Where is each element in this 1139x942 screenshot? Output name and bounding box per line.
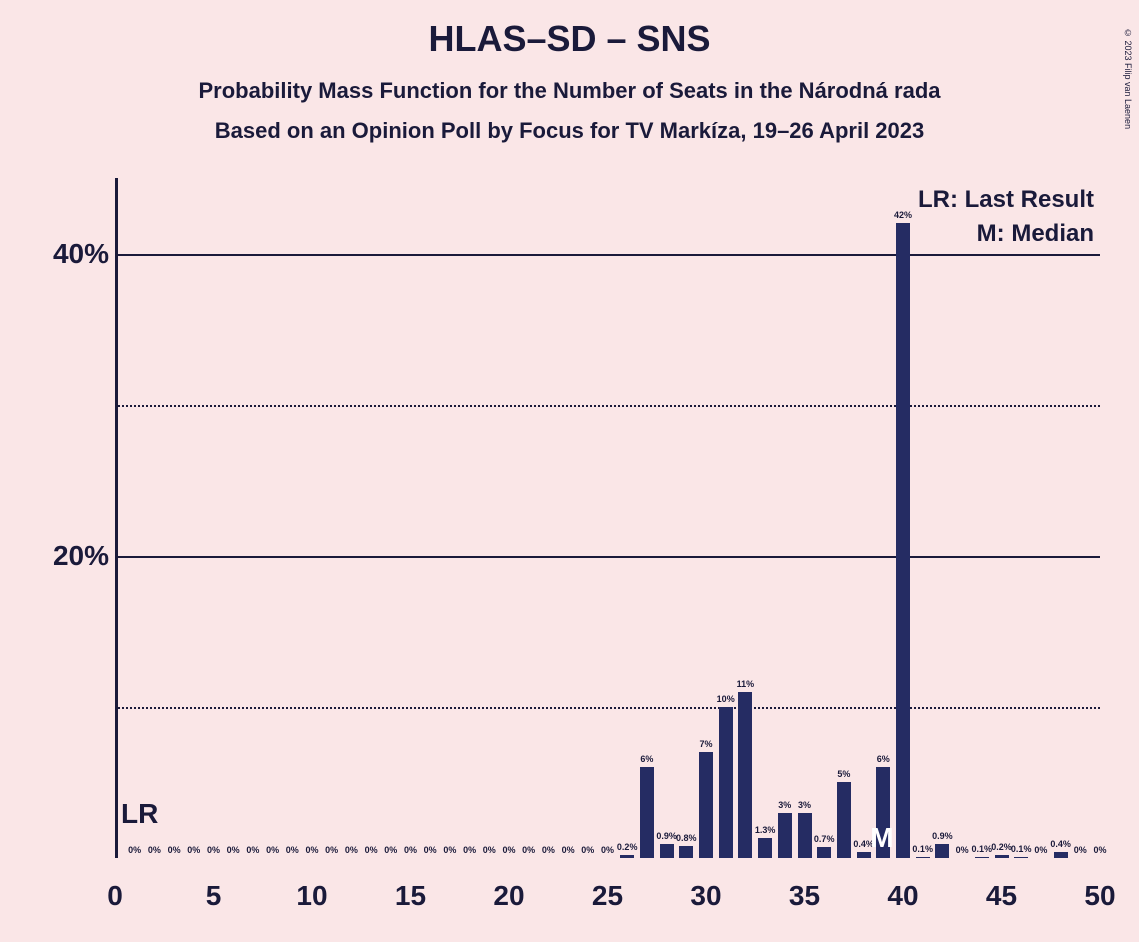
bar-value-label: 0%: [502, 845, 515, 855]
bar: [857, 852, 871, 858]
bar-value-label: 0%: [384, 845, 397, 855]
bar: [975, 857, 989, 859]
x-tick-label: 15: [395, 880, 426, 912]
bar: [699, 752, 713, 858]
bar-value-label: 0.9%: [656, 831, 677, 841]
lr-marker: LR: [121, 798, 158, 830]
chart-plot-area: 0% 0% 0% 0% 0% 0% 0% 0% 0% 0% 0% 0% 0% 0% 0% 0% 0% 0% 0% 0%…: [115, 178, 1100, 858]
bar: [995, 855, 1009, 858]
bar-value-label: 0%: [601, 845, 614, 855]
bar-value-label: 0%: [956, 845, 969, 855]
bar-value-label: 42%: [894, 210, 912, 220]
bar: [935, 844, 949, 858]
bar-value-label: 0%: [1093, 845, 1106, 855]
bar-value-label: 0%: [404, 845, 417, 855]
x-tick-label: 50: [1084, 880, 1115, 912]
bar: [660, 844, 674, 858]
x-tick-label: 10: [296, 880, 327, 912]
bar-value-label: 0%: [443, 845, 456, 855]
bar: [798, 813, 812, 858]
bar-value-label: 0%: [325, 845, 338, 855]
x-tick-label: 20: [493, 880, 524, 912]
gridline-minor: [115, 405, 1100, 407]
bar-value-label: 0%: [246, 845, 259, 855]
bar: [640, 767, 654, 858]
gridline-minor: [115, 707, 1100, 709]
bar: [758, 838, 772, 858]
bar-value-label: 5%: [837, 769, 850, 779]
bar-value-label: 0%: [424, 845, 437, 855]
bar-value-label: 0%: [1074, 845, 1087, 855]
bar: [837, 782, 851, 858]
bar-value-label: 0.1%: [912, 844, 933, 854]
bar: [719, 707, 733, 858]
bar: [778, 813, 792, 858]
bar-value-label: 0%: [305, 845, 318, 855]
bar-value-label: 0%: [266, 845, 279, 855]
bar-value-label: 0%: [227, 845, 240, 855]
bar-value-label: 11%: [737, 679, 755, 689]
bar: [896, 223, 910, 858]
bar-value-label: 0.7%: [814, 834, 835, 844]
bar-value-label: 0.2%: [991, 842, 1012, 852]
bar-value-label: 0%: [168, 845, 181, 855]
bar-value-label: 0%: [522, 845, 535, 855]
bar-value-label: 10%: [717, 694, 735, 704]
y-tick-label: 40%: [53, 238, 109, 270]
bar-value-label: 7%: [699, 739, 712, 749]
x-tick-label: 30: [690, 880, 721, 912]
bar-value-label: 0%: [148, 845, 161, 855]
bar: [817, 847, 831, 858]
x-tick-label: 35: [789, 880, 820, 912]
x-tick-label: 5: [206, 880, 222, 912]
bar-value-label: 6%: [640, 754, 653, 764]
copyright-text: © 2023 Filip van Laenen: [1123, 28, 1133, 129]
bar-value-label: 6%: [877, 754, 890, 764]
bar-value-label: 0.2%: [617, 842, 638, 852]
bar: [1054, 852, 1068, 858]
main-title: HLAS–SD – SNS: [0, 18, 1139, 60]
bar-value-label: 0.1%: [1011, 844, 1032, 854]
bar: [738, 692, 752, 858]
bar-value-label: 0%: [562, 845, 575, 855]
bar-value-label: 0%: [542, 845, 555, 855]
bar-value-label: 3%: [798, 800, 811, 810]
bar-value-label: 0.8%: [676, 833, 697, 843]
bar-value-label: 0%: [483, 845, 496, 855]
x-tick-label: 40: [887, 880, 918, 912]
x-tick-label: 0: [107, 880, 123, 912]
bar-value-label: 0%: [581, 845, 594, 855]
bar-value-label: 0.1%: [972, 844, 993, 854]
subtitle-1: Probability Mass Function for the Number…: [0, 78, 1139, 104]
x-tick-label: 25: [592, 880, 623, 912]
subtitle-2: Based on an Opinion Poll by Focus for TV…: [0, 118, 1139, 144]
bar-value-label: 0%: [1034, 845, 1047, 855]
m-marker: M: [870, 822, 893, 854]
bar: [916, 857, 930, 859]
bar-value-label: 0%: [128, 845, 141, 855]
bar-value-label: 0%: [345, 845, 358, 855]
bar-value-label: 0%: [187, 845, 200, 855]
gridline-major: [115, 556, 1100, 558]
y-axis: [115, 178, 118, 858]
y-tick-label: 20%: [53, 540, 109, 572]
bar-value-label: 0%: [463, 845, 476, 855]
bar-value-label: 0%: [207, 845, 220, 855]
x-tick-label: 45: [986, 880, 1017, 912]
bar-value-label: 1.3%: [755, 825, 776, 835]
bar-value-label: 0%: [365, 845, 378, 855]
bar-value-label: 3%: [778, 800, 791, 810]
bar-value-label: 0.4%: [1050, 839, 1071, 849]
gridline-major: [115, 254, 1100, 256]
bar-value-label: 0%: [286, 845, 299, 855]
bar: [620, 855, 634, 858]
bar: [679, 846, 693, 858]
bar: [1014, 857, 1028, 859]
bar-value-label: 0.9%: [932, 831, 953, 841]
